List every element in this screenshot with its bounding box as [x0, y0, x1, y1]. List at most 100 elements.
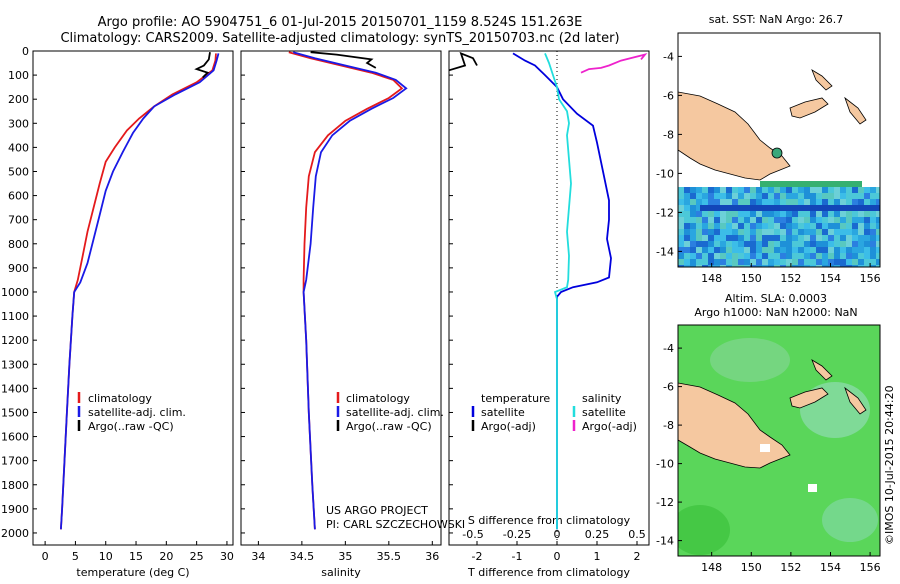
sst-cell	[774, 241, 780, 247]
sst-cell	[756, 229, 762, 235]
sst-cell	[844, 205, 850, 211]
sst-cell	[684, 223, 690, 229]
sst-cell	[834, 187, 840, 193]
y-tick-label: 1600	[1, 431, 29, 444]
sst-cell	[684, 229, 690, 235]
sst-cell	[702, 241, 708, 247]
sst-cell	[810, 187, 816, 193]
sst-cell	[736, 205, 742, 211]
x-tick-label: 1	[594, 550, 601, 563]
sst-cell	[846, 217, 852, 223]
sst-cell	[852, 229, 858, 235]
x-tick-label: 15	[129, 550, 143, 563]
sst-cell	[714, 259, 720, 265]
sst-cell	[840, 265, 846, 267]
sst-cell	[804, 241, 810, 247]
sst-cell	[690, 193, 696, 199]
sst-cell	[820, 181, 826, 187]
difference-panel-frame	[448, 50, 650, 546]
y-tick-label: 200	[8, 93, 29, 106]
sst-cell	[834, 229, 840, 235]
sst-cell	[732, 229, 738, 235]
sst-cell	[822, 253, 828, 259]
sst-cell	[762, 199, 768, 205]
sst-cell	[790, 205, 796, 211]
sst-cell	[780, 229, 786, 235]
sst-cell	[738, 193, 744, 199]
sst-cell	[810, 265, 816, 267]
sst-cell	[678, 187, 684, 193]
sst-cell	[852, 247, 858, 253]
sst-cell	[786, 259, 792, 265]
sst-cell	[816, 199, 822, 205]
sst-cell	[738, 223, 744, 229]
sst-cell	[744, 193, 750, 199]
sst-cell	[816, 253, 822, 259]
sst-cell	[738, 235, 744, 241]
sla-map-area	[678, 325, 880, 556]
sst-cell	[834, 235, 840, 241]
sst-cell	[810, 193, 816, 199]
sst-cell	[832, 181, 838, 187]
sst-cell	[730, 205, 736, 211]
pi-label: PI: CARL SZCZECHOWSKI	[326, 518, 465, 531]
sst-cell	[786, 217, 792, 223]
sst-cell	[870, 235, 876, 241]
sst-cell	[792, 187, 798, 193]
sst-cell	[762, 259, 768, 265]
sst-cell	[714, 217, 720, 223]
sst-cell	[708, 247, 714, 253]
sst-cell	[864, 241, 870, 247]
sst-cell	[726, 253, 732, 259]
map-y-tick-label: -6	[663, 381, 674, 394]
sst-cell	[744, 235, 750, 241]
sst-cell	[684, 235, 690, 241]
sst-cell	[742, 205, 748, 211]
sst-cell	[822, 241, 828, 247]
sst-cell	[828, 223, 834, 229]
sst-cell	[756, 235, 762, 241]
x-top-tick-label: 0	[554, 528, 561, 541]
sst-cell	[870, 241, 876, 247]
sst-cell	[708, 193, 714, 199]
map-y-tick-label: -8	[663, 128, 674, 141]
argo-location-marker	[771, 147, 783, 159]
sst-cell	[858, 223, 864, 229]
sst-cell	[726, 211, 732, 217]
sst-cell	[814, 181, 820, 187]
y-tick-label: 1000	[1, 286, 29, 299]
sst-cell	[840, 199, 846, 205]
sst-cell	[750, 187, 756, 193]
sst-cell	[834, 199, 840, 205]
x-tick-label: 20	[159, 550, 173, 563]
legend-sat-s: satellite	[582, 406, 626, 419]
series-line-argo-raw-qc-	[194, 52, 211, 79]
sst-cell	[750, 199, 756, 205]
sst-cell	[786, 193, 792, 199]
sst-cell	[744, 199, 750, 205]
y-tick-label: 500	[8, 165, 29, 178]
sst-cell	[876, 265, 880, 267]
sst-cell	[774, 247, 780, 253]
sst-cell	[798, 193, 804, 199]
sst-cell	[696, 193, 702, 199]
salinity-panel-frame	[240, 50, 442, 546]
y-tick-label: 1700	[1, 455, 29, 468]
sst-cell	[846, 253, 852, 259]
sst-cell	[696, 241, 702, 247]
sla-map-title: Altim. SLA: 0.0003	[725, 292, 827, 305]
sst-cell	[720, 253, 726, 259]
sst-cell	[720, 259, 726, 265]
sst-cell	[856, 181, 862, 187]
sst-cell	[756, 253, 762, 259]
sst-cell	[762, 235, 768, 241]
sst-cell	[744, 217, 750, 223]
sst-cell	[702, 217, 708, 223]
sst-cell	[798, 229, 804, 235]
x-tick-label: 34	[251, 550, 265, 563]
sst-cell	[768, 199, 774, 205]
imos-credit: ©IMOS 10-Jul-2015 20:44:20	[883, 385, 896, 545]
map-y-tick-label: -10	[656, 167, 674, 180]
sst-cell	[720, 211, 726, 217]
